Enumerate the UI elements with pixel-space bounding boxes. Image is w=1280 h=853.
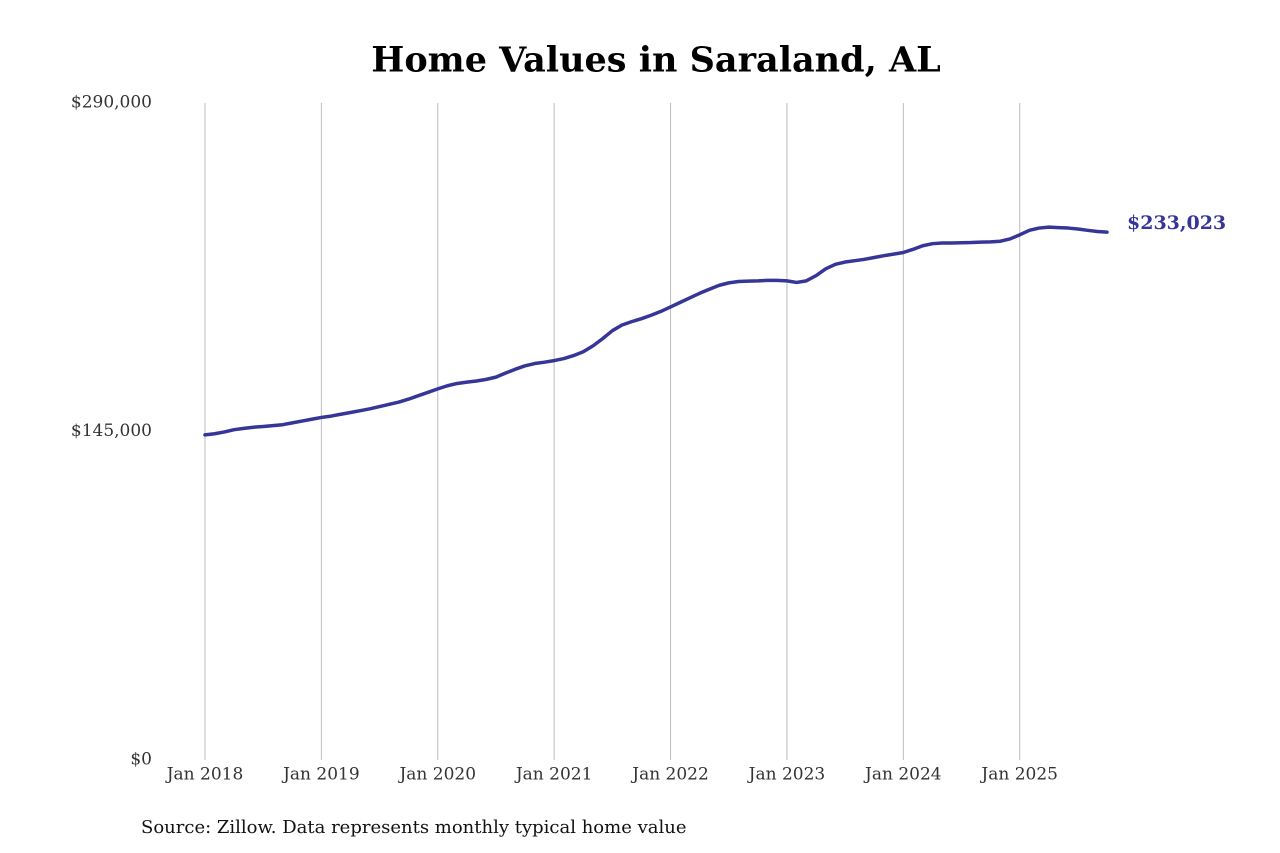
line [203, 225, 1109, 437]
x-tick-label: Jan 2018 [165, 765, 244, 785]
value-label: $233,023 [1127, 212, 1226, 234]
y-tick-label: $0 [130, 750, 152, 770]
y-tick-label: $290,000 [71, 93, 152, 113]
x-tick-label: Jan 2022 [630, 765, 709, 785]
x-tick-label: Jan 2023 [747, 765, 826, 785]
chart-title: Home Values in Saraland, AL [371, 40, 940, 81]
source-note: Source: Zillow. Data represents monthly … [141, 817, 687, 838]
y-tick-label: $145,000 [71, 421, 152, 441]
x-tick-label: Jan 2025 [979, 765, 1058, 785]
x-tick-label: Jan 2021 [514, 765, 593, 785]
x-tick-label: Jan 2020 [397, 765, 476, 785]
x-tick-label: Jan 2019 [281, 765, 360, 785]
x-tick-label: Jan 2024 [863, 765, 942, 785]
